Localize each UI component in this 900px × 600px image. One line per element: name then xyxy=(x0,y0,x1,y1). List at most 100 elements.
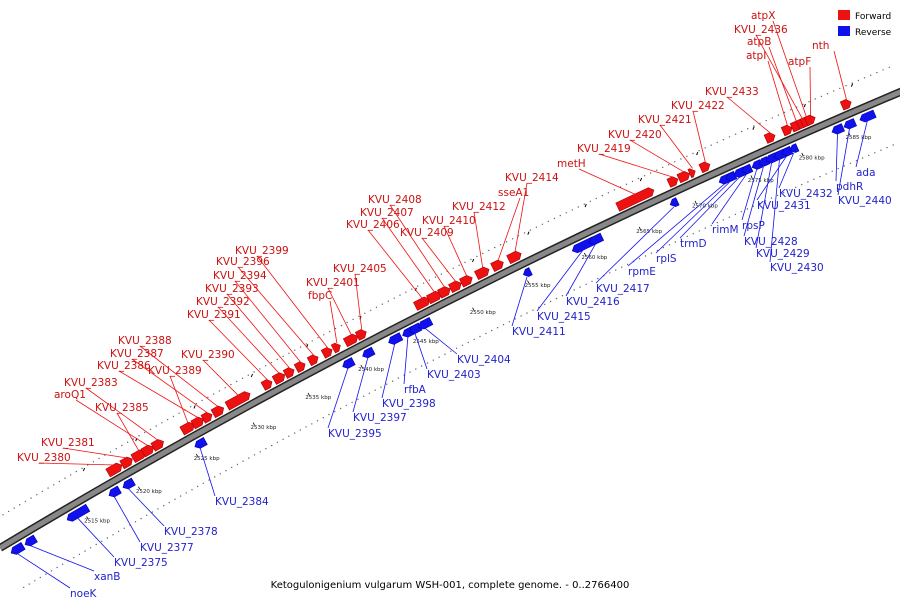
scale-dot xyxy=(253,454,256,456)
forward-gene xyxy=(282,367,295,379)
scale-dot xyxy=(704,227,706,229)
scale-tick-label: 2575 kbp xyxy=(748,178,774,184)
reverse-gene-leader xyxy=(127,488,165,527)
reverse-gene-leader xyxy=(711,173,748,225)
legend-forward-swatch xyxy=(838,10,850,20)
forward-gene-leader xyxy=(659,124,693,169)
scale-dot xyxy=(452,267,454,269)
scale-dot xyxy=(375,306,378,308)
scale-dot xyxy=(123,527,125,529)
scale-dot xyxy=(89,547,92,549)
scale-dot xyxy=(270,361,273,364)
scale-dot xyxy=(174,498,176,500)
scale-dot xyxy=(613,189,616,191)
scale-dot xyxy=(397,377,400,379)
scale-dot xyxy=(734,133,737,135)
scale-dot xyxy=(491,329,493,332)
scale-dot xyxy=(248,457,250,459)
scale-ticks: 2515 kbp 2520 kbp 2525 kbp 2530 kbp 2535 kbp… xyxy=(82,83,872,525)
scale-dot xyxy=(288,435,290,437)
forward-gene xyxy=(306,354,319,367)
scale-dot xyxy=(352,318,354,321)
scale-dot xyxy=(322,417,324,419)
scale-dot xyxy=(662,246,665,249)
scale-dot xyxy=(41,490,44,493)
scale-dot xyxy=(73,557,75,559)
scale-dot xyxy=(776,194,779,197)
forward-gene-label: KVU_2409 xyxy=(400,227,454,239)
scale-dot xyxy=(585,283,587,285)
scale-dot xyxy=(833,90,835,92)
forward-gene-leader xyxy=(772,20,807,118)
scale-dot xyxy=(24,500,27,503)
scale-dot xyxy=(795,186,797,188)
scale-dot xyxy=(334,410,336,413)
scale-dot xyxy=(849,162,852,164)
forward-gene xyxy=(200,412,213,424)
scale-dot xyxy=(432,359,434,361)
scale-dot xyxy=(583,203,585,205)
reverse-gene xyxy=(66,503,91,522)
scale-dot xyxy=(674,161,676,163)
scale-tick xyxy=(638,226,641,230)
forward-gene xyxy=(780,124,793,137)
scale-dot xyxy=(265,448,267,450)
forward-gene-leader xyxy=(85,387,159,441)
scale-dot xyxy=(505,241,508,243)
scale-dot xyxy=(253,371,255,373)
forward-gene-leader xyxy=(381,217,436,293)
scale-dot xyxy=(845,85,847,87)
scale-dot xyxy=(464,261,466,263)
forward-gene xyxy=(839,99,852,111)
scale-dot xyxy=(520,315,522,317)
reverse-gene-label: KVU_2384 xyxy=(215,496,269,508)
scale-tick-label: 2585 kbp xyxy=(846,135,872,141)
reverse-gene-leader xyxy=(536,249,584,312)
legend: Forward Reverse xyxy=(838,10,892,38)
scale-dot xyxy=(224,387,226,389)
scale-dot xyxy=(259,451,261,453)
scale-tick-label: 2520 kbp xyxy=(136,489,162,495)
scale-dot xyxy=(163,505,165,507)
scale-dot xyxy=(565,212,567,214)
scale-dot xyxy=(686,235,688,238)
forward-gene-leader xyxy=(473,211,484,269)
scale-dot xyxy=(549,300,552,303)
reverse-gene-label: KVU_2428 xyxy=(744,236,798,248)
scale-dot xyxy=(668,163,670,166)
scale-dot xyxy=(502,324,505,326)
scale-tick xyxy=(472,307,475,311)
scale-dot xyxy=(508,321,511,323)
scale-dot xyxy=(514,318,516,320)
scale-dot xyxy=(115,448,117,450)
forward-gene-label: KVU_2420 xyxy=(608,129,662,141)
reverse-gene-leader xyxy=(837,128,850,196)
scale-dot xyxy=(409,371,411,373)
reverse-gene xyxy=(10,541,26,555)
scale-dot xyxy=(609,272,611,274)
forward-gene xyxy=(224,391,251,411)
reverse-gene xyxy=(831,123,845,135)
reverse-gene-label: KVU_2378 xyxy=(164,526,218,538)
scale-dot xyxy=(380,386,382,388)
forward-gene xyxy=(698,161,711,174)
scale-dot xyxy=(764,200,767,202)
legend-forward-label: Forward xyxy=(855,12,891,22)
scale-dot xyxy=(179,495,182,497)
scale-tick xyxy=(307,392,310,396)
scale-dot xyxy=(426,362,429,364)
scale-dot xyxy=(444,353,446,355)
scale-dot xyxy=(674,241,676,243)
scale-dot xyxy=(288,352,290,354)
reverse-gene xyxy=(789,143,800,153)
scale-dot xyxy=(728,136,731,138)
scale-dot xyxy=(236,463,239,466)
scale-dot xyxy=(189,406,192,408)
reverse-gene-leader xyxy=(199,447,216,497)
scale-dot xyxy=(202,482,204,484)
scale-dot xyxy=(476,255,478,258)
forward-gene-leader xyxy=(139,345,219,408)
scale-dot xyxy=(346,321,348,324)
scale-tick xyxy=(252,422,255,426)
scale-dot xyxy=(820,95,823,98)
